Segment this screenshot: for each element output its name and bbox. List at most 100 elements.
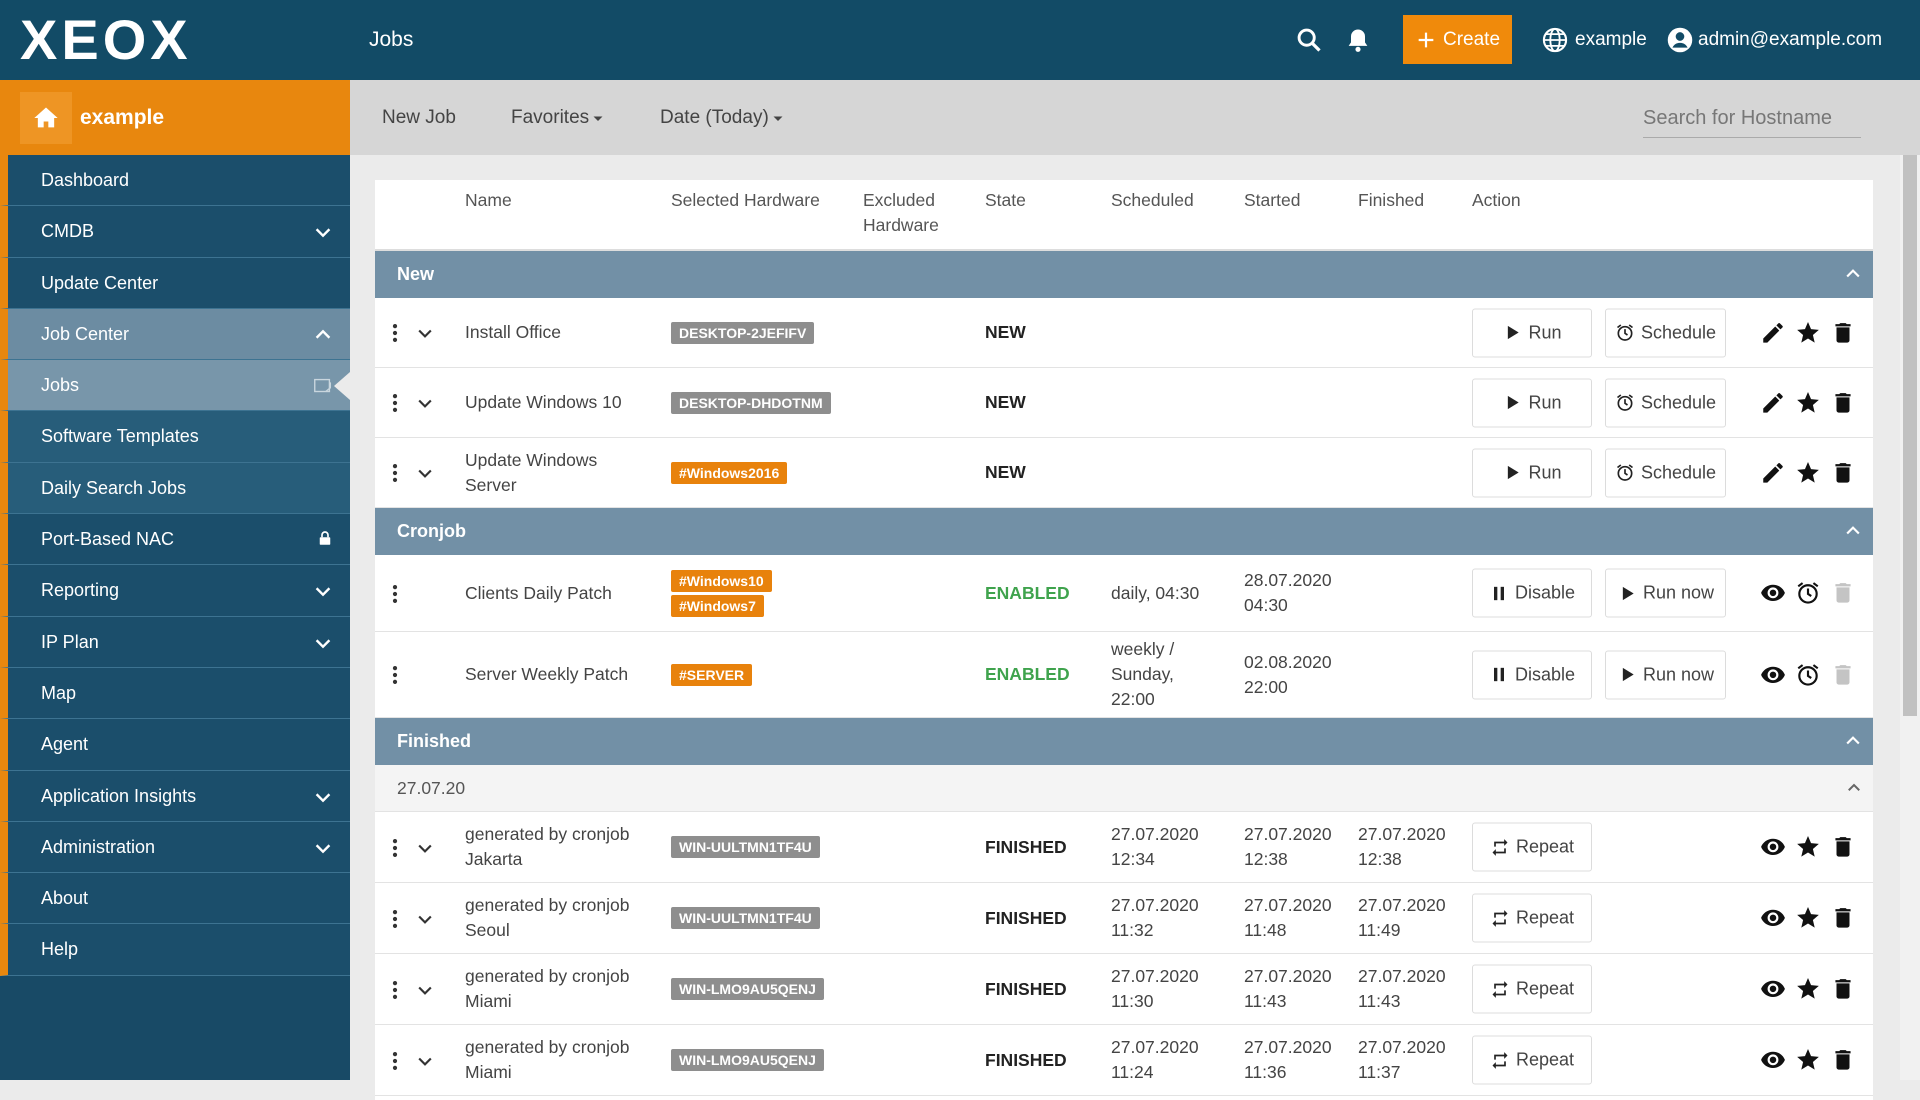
column-header: Name	[465, 190, 512, 210]
action-button[interactable]: Run now	[1605, 650, 1726, 699]
pencil-action[interactable]	[1760, 459, 1786, 485]
hostname-search[interactable]: Search for Hostname	[1643, 100, 1861, 138]
date-dropdown[interactable]: Date (Today)	[660, 80, 787, 155]
icon-shape	[1763, 322, 1783, 343]
sidebar-item[interactable]: Agent	[0, 719, 350, 771]
job-state: ENABLED	[985, 582, 1070, 603]
sidebar-item[interactable]: Help	[0, 924, 350, 976]
row-menu[interactable]	[375, 835, 415, 860]
action-button[interactable]: Schedule	[1605, 308, 1726, 357]
eye-action[interactable]	[1760, 661, 1786, 687]
sidebar-item[interactable]: About	[0, 873, 350, 925]
star-action[interactable]	[1795, 319, 1821, 345]
action-cell: Disable Run now	[1472, 637, 1873, 712]
top-bar: XEOX Jobs Create example admin@example.com	[0, 0, 1920, 80]
trash-action[interactable]	[1830, 905, 1856, 931]
row-menu[interactable]	[375, 390, 415, 415]
icon-shape	[392, 591, 398, 596]
favorites-dropdown[interactable]: Favorites	[511, 80, 607, 155]
sidebar-item[interactable]: Administration	[0, 821, 350, 874]
home-button[interactable]	[20, 92, 72, 144]
action-button[interactable]: Schedule	[1605, 378, 1726, 427]
row-menu[interactable]	[375, 906, 415, 931]
icon-shape	[1798, 584, 1818, 605]
down-icon	[418, 844, 432, 853]
sidebar-item[interactable]: Software Templates	[0, 411, 350, 463]
star-action[interactable]	[1795, 389, 1821, 415]
sidebar-item[interactable]: Update Center	[0, 257, 350, 309]
sidebar-item[interactable]: Reporting	[0, 565, 350, 617]
row-menu[interactable]	[375, 977, 415, 1002]
tenant-switch[interactable]: example	[1575, 29, 1647, 50]
action-button[interactable]: Repeat	[1472, 822, 1592, 872]
row-menu[interactable]	[375, 460, 415, 485]
trash-action[interactable]	[1830, 1047, 1856, 1073]
star-action[interactable]	[1795, 1047, 1821, 1073]
sidebar-item[interactable]: Map	[0, 667, 350, 720]
eye-action[interactable]	[1760, 580, 1786, 606]
star-action[interactable]	[1795, 976, 1821, 1002]
column-header: Started	[1244, 190, 1301, 210]
action-button[interactable]: Repeat	[1472, 1035, 1592, 1085]
sidebar-item[interactable]: Port-Based NAC	[0, 514, 350, 566]
icon-shape	[1835, 664, 1851, 685]
group-header[interactable]: New	[375, 251, 1873, 298]
eye-action[interactable]	[1760, 905, 1786, 931]
sidebar-item[interactable]: Application Insights	[0, 770, 350, 822]
icon-shape	[1797, 321, 1819, 343]
clock-action[interactable]	[1795, 580, 1821, 606]
row-expand[interactable]	[415, 835, 465, 860]
sidebar-item[interactable]: CMDB	[0, 206, 350, 258]
icon-shape	[392, 331, 398, 336]
pencil-action[interactable]	[1760, 389, 1786, 415]
sidebar-item[interactable]: IP Plan	[0, 616, 350, 668]
sidebar-item[interactable]: Job Center	[0, 308, 350, 361]
trash-action[interactable]	[1830, 319, 1856, 345]
clock-action[interactable]	[1795, 661, 1821, 687]
row-menu[interactable]	[375, 1048, 415, 1073]
group-header[interactable]: Finished	[375, 718, 1873, 765]
action-button[interactable]: Disable	[1472, 650, 1592, 699]
action-button[interactable]: Repeat	[1472, 964, 1592, 1014]
trash-action[interactable]	[1830, 459, 1856, 485]
row-menu[interactable]	[375, 581, 415, 606]
eye-action[interactable]	[1760, 976, 1786, 1002]
star-action[interactable]	[1795, 905, 1821, 931]
user-menu[interactable]: admin@example.com	[1698, 29, 1883, 50]
action-button[interactable]: Run	[1472, 308, 1592, 357]
date-group[interactable]: 27.07.20	[375, 765, 1873, 812]
action-button[interactable]: Run now	[1605, 568, 1726, 618]
row-expand[interactable]	[415, 906, 465, 931]
action-button[interactable]: Run	[1472, 378, 1592, 427]
action-label: Run	[1528, 462, 1562, 482]
trash-action[interactable]	[1830, 389, 1856, 415]
row-expand[interactable]	[415, 977, 465, 1002]
star-action[interactable]	[1795, 834, 1821, 860]
icon-shape	[1493, 667, 1498, 682]
row-expand[interactable]	[415, 320, 465, 345]
row-expand[interactable]	[415, 390, 465, 415]
trash-action[interactable]	[1830, 580, 1856, 606]
sidebar-item[interactable]: Jobs	[0, 360, 350, 412]
action-button[interactable]: Run	[1472, 448, 1592, 497]
row-menu[interactable]	[375, 320, 415, 345]
trash-action[interactable]	[1830, 661, 1856, 687]
row-menu[interactable]	[375, 662, 415, 687]
trash-action[interactable]	[1830, 976, 1856, 1002]
trash-action[interactable]	[1830, 834, 1856, 860]
pencil-action[interactable]	[1760, 319, 1786, 345]
create-button[interactable]: Create	[1403, 15, 1512, 64]
sidebar-item[interactable]: Daily Search Jobs	[0, 462, 350, 515]
new-job[interactable]: New Job	[382, 107, 456, 128]
group-header[interactable]: Cronjob	[375, 508, 1873, 555]
action-button[interactable]: Schedule	[1605, 448, 1726, 497]
action-button[interactable]: Repeat	[1472, 893, 1592, 943]
pause-icon	[1493, 667, 1504, 682]
row-expand[interactable]	[415, 460, 465, 485]
eye-action[interactable]	[1760, 834, 1786, 860]
sidebar-item[interactable]: Dashboard	[0, 155, 350, 207]
action-button[interactable]: Disable	[1472, 568, 1592, 618]
row-expand[interactable]	[415, 1048, 465, 1073]
star-action[interactable]	[1795, 459, 1821, 485]
eye-action[interactable]	[1760, 1047, 1786, 1073]
